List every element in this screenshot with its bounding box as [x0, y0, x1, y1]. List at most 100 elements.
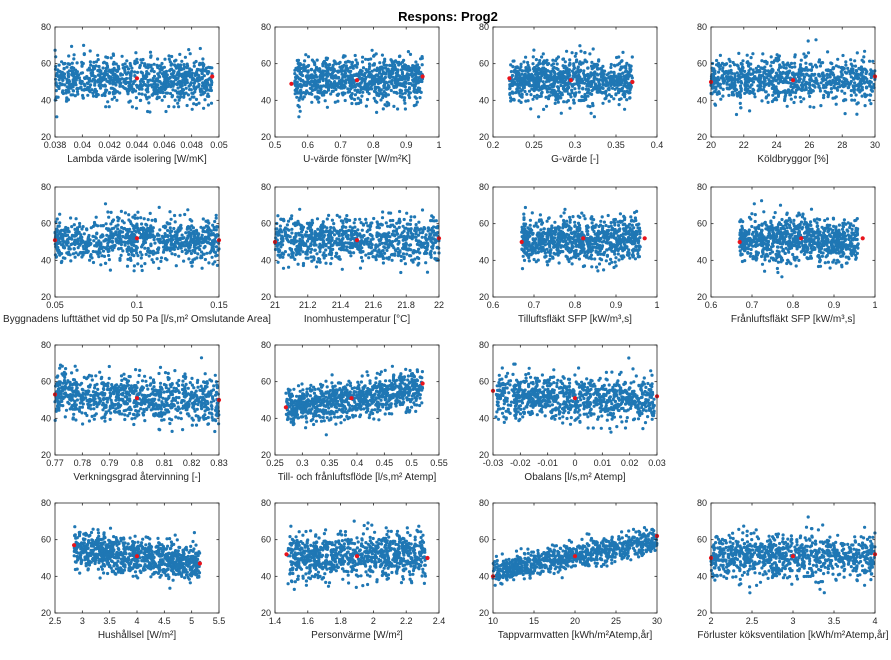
data-point — [330, 71, 334, 75]
data-point — [82, 82, 86, 86]
data-point — [586, 104, 590, 108]
data-point — [102, 75, 106, 79]
data-point — [831, 81, 835, 85]
data-point — [534, 58, 539, 62]
data-point — [818, 86, 822, 91]
data-point — [582, 69, 586, 73]
data-point — [588, 91, 592, 96]
data-point — [768, 74, 772, 78]
data-point — [562, 100, 566, 104]
data-point — [198, 68, 202, 72]
data-point — [207, 226, 211, 231]
data-point — [298, 109, 302, 113]
data-point — [168, 222, 172, 226]
data-point — [578, 44, 582, 48]
data-point — [57, 63, 61, 67]
data-point — [711, 86, 715, 90]
data-point — [186, 93, 190, 97]
data-points — [709, 38, 877, 117]
data-point — [298, 69, 302, 73]
x-tick-label: 0.048 — [180, 140, 203, 150]
data-point — [863, 76, 868, 80]
data-point — [776, 89, 780, 93]
data-point — [616, 75, 621, 79]
data-point — [364, 104, 368, 108]
data-point — [531, 62, 535, 66]
data-point — [128, 220, 132, 224]
data-point — [364, 217, 368, 221]
data-point — [556, 85, 560, 89]
data-point — [324, 77, 328, 81]
data-point — [188, 72, 192, 76]
data-point — [106, 247, 111, 251]
y-tick-label: 20 — [41, 292, 51, 302]
data-point — [354, 102, 358, 106]
data-point — [384, 66, 388, 70]
data-point — [70, 61, 74, 65]
data-point — [211, 239, 215, 243]
data-point — [333, 69, 337, 73]
data-point — [72, 57, 76, 61]
data-point — [110, 68, 114, 72]
data-point — [154, 88, 158, 93]
data-point — [72, 223, 76, 227]
data-point — [324, 261, 328, 265]
data-points — [53, 43, 214, 119]
data-point — [781, 70, 785, 74]
data-point — [119, 237, 123, 242]
data-point — [515, 82, 520, 86]
x-axis-label: Byggnadens lufttäthet vid dp 50 Pa [l/s,… — [3, 314, 271, 325]
data-point — [184, 86, 188, 90]
data-point — [60, 232, 64, 236]
data-point — [121, 63, 125, 67]
data-point — [169, 246, 173, 250]
x-tick-label: 0.4 — [651, 140, 664, 150]
data-point — [616, 83, 621, 87]
data-point — [122, 227, 126, 231]
y-tick-label: 40 — [697, 95, 707, 105]
data-point — [431, 246, 435, 250]
data-point — [719, 97, 723, 101]
data-point — [161, 236, 165, 240]
data-point — [134, 51, 138, 55]
data-point — [123, 243, 127, 247]
data-point — [333, 100, 337, 104]
data-point — [67, 54, 71, 58]
data-point — [588, 52, 592, 56]
data-point — [120, 73, 125, 77]
data-point — [321, 62, 325, 66]
data-point — [840, 83, 844, 87]
data-point — [88, 76, 92, 81]
data-point — [189, 251, 193, 256]
data-point — [202, 74, 206, 78]
data-point — [577, 98, 581, 103]
data-point — [56, 68, 60, 72]
data-point — [847, 69, 851, 73]
data-point — [625, 73, 629, 77]
data-point — [188, 52, 192, 56]
data-point — [596, 78, 600, 82]
data-point — [362, 85, 367, 89]
data-point — [147, 254, 151, 258]
data-point — [185, 103, 189, 108]
data-point — [130, 236, 134, 240]
data-point — [769, 55, 773, 59]
data-point — [380, 53, 384, 57]
data-point — [139, 79, 143, 83]
data-point — [143, 64, 147, 68]
y-tick-label: 80 — [261, 22, 271, 32]
data-point — [117, 67, 121, 71]
data-point — [732, 63, 737, 67]
data-point — [863, 92, 867, 96]
data-point — [554, 90, 558, 94]
data-point — [776, 94, 781, 98]
data-point — [121, 66, 125, 70]
data-point — [156, 77, 160, 81]
data-point — [157, 205, 161, 209]
data-point — [836, 57, 840, 61]
data-point — [107, 105, 111, 109]
data-point — [589, 84, 594, 88]
data-point — [535, 93, 539, 97]
data-point — [738, 84, 743, 88]
